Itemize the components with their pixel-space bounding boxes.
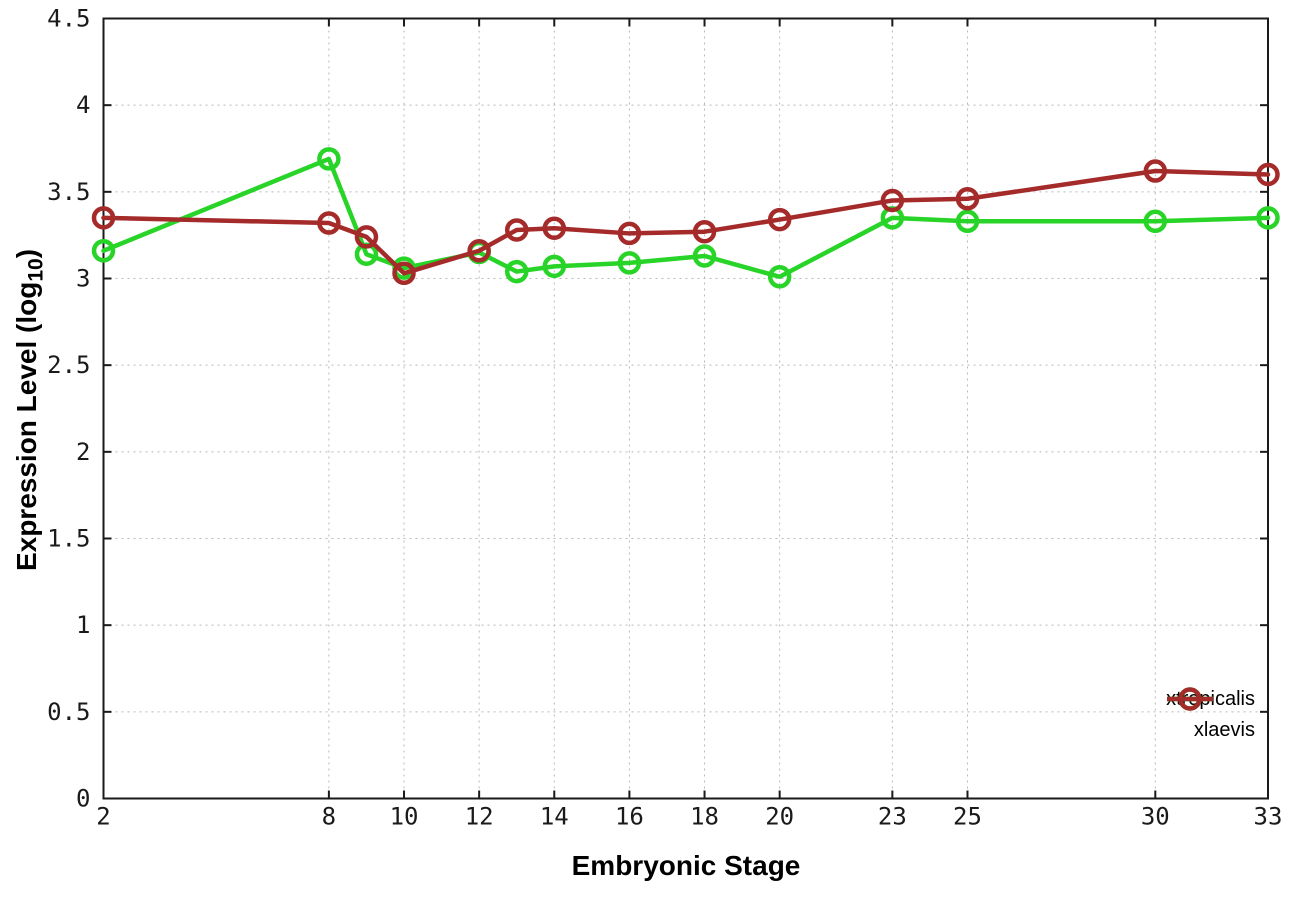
x-tick-label: 23 [878, 803, 907, 831]
data-point-marker [504, 218, 529, 242]
legend-sample-point [1178, 687, 1202, 711]
x-tick-label: 8 [322, 803, 336, 831]
legend: xtropicalis xlaevis [1166, 684, 1265, 746]
x-tick-label: 33 [1254, 803, 1283, 831]
x-tick-label: 16 [615, 803, 644, 831]
data-point-marker [317, 147, 341, 171]
data-point-marker [1143, 209, 1168, 234]
data-point-marker [392, 261, 416, 286]
y-axis-label-subscript: 10 [24, 258, 48, 282]
legend-item-xlaevis: xlaevis [1166, 687, 1265, 746]
tick-marks [102, 17, 1269, 800]
y-axis-label-prefix: Expression Level (log [11, 281, 42, 572]
y-tick-label: 1.5 [47, 525, 90, 553]
x-tick-label: 30 [1141, 803, 1170, 831]
x-tick-label: 18 [690, 803, 719, 831]
data-point-marker [617, 251, 642, 275]
series-xlaevis [91, 159, 1280, 286]
y-tick-label: 4 [76, 91, 90, 119]
y-tick-label: 2 [76, 438, 90, 466]
data-point-marker [91, 206, 116, 230]
data-point-marker [1143, 159, 1168, 183]
x-tick-label: 14 [540, 803, 569, 831]
y-tick-label: 3.5 [47, 178, 90, 206]
data-point-marker [504, 259, 529, 284]
plot-border [102, 17, 1269, 800]
data-point-marker [1256, 206, 1280, 230]
data-point-marker [617, 221, 642, 246]
x-tick-label: 10 [390, 803, 419, 831]
legend-series-marker-icon [1167, 687, 1214, 711]
data-point-marker [467, 239, 491, 263]
data-point-marker [91, 239, 116, 263]
x-tick-label: 2 [96, 803, 110, 831]
data-point-marker [767, 207, 792, 232]
data-point-marker [542, 216, 567, 240]
data-point-marker [880, 188, 905, 213]
data-point-marker [542, 254, 567, 279]
y-tick-label: 0.5 [47, 698, 90, 726]
data-point-marker [354, 225, 379, 249]
y-axis-label-suffix: ) [11, 248, 42, 259]
y-tick-label: 4.5 [47, 5, 90, 33]
y-tick-label: 3 [76, 265, 90, 293]
legend-label: xlaevis [1193, 719, 1255, 741]
tick-labels: 2 8 10 12 14 16 18 20 23 25 30 33 0 0.5 1 1.5 2 2.5 3 3.5 4 4… [47, 5, 1282, 831]
data-point-marker [317, 211, 341, 235]
y-axis-label: Expression Level (log10) [11, 248, 48, 572]
data-point-marker [767, 265, 792, 289]
y-tick-label: 0 [76, 785, 90, 813]
series-line [101, 156, 1271, 280]
x-axis-label: Embryonic Stage [571, 850, 801, 881]
data-point-marker [955, 187, 980, 211]
y-tick-label: 2.5 [47, 351, 90, 379]
x-tick-label: 20 [765, 803, 794, 831]
x-tick-label: 25 [953, 803, 982, 831]
data-point-marker [955, 209, 980, 234]
y-tick-label: 1 [76, 611, 90, 639]
data-point-marker [1256, 162, 1280, 187]
data-point-marker [692, 244, 717, 268]
data-point-marker [692, 219, 717, 244]
gridlines [103, 18, 1268, 799]
x-tick-label: 12 [465, 803, 494, 831]
series-xtropicalis [91, 147, 1280, 289]
